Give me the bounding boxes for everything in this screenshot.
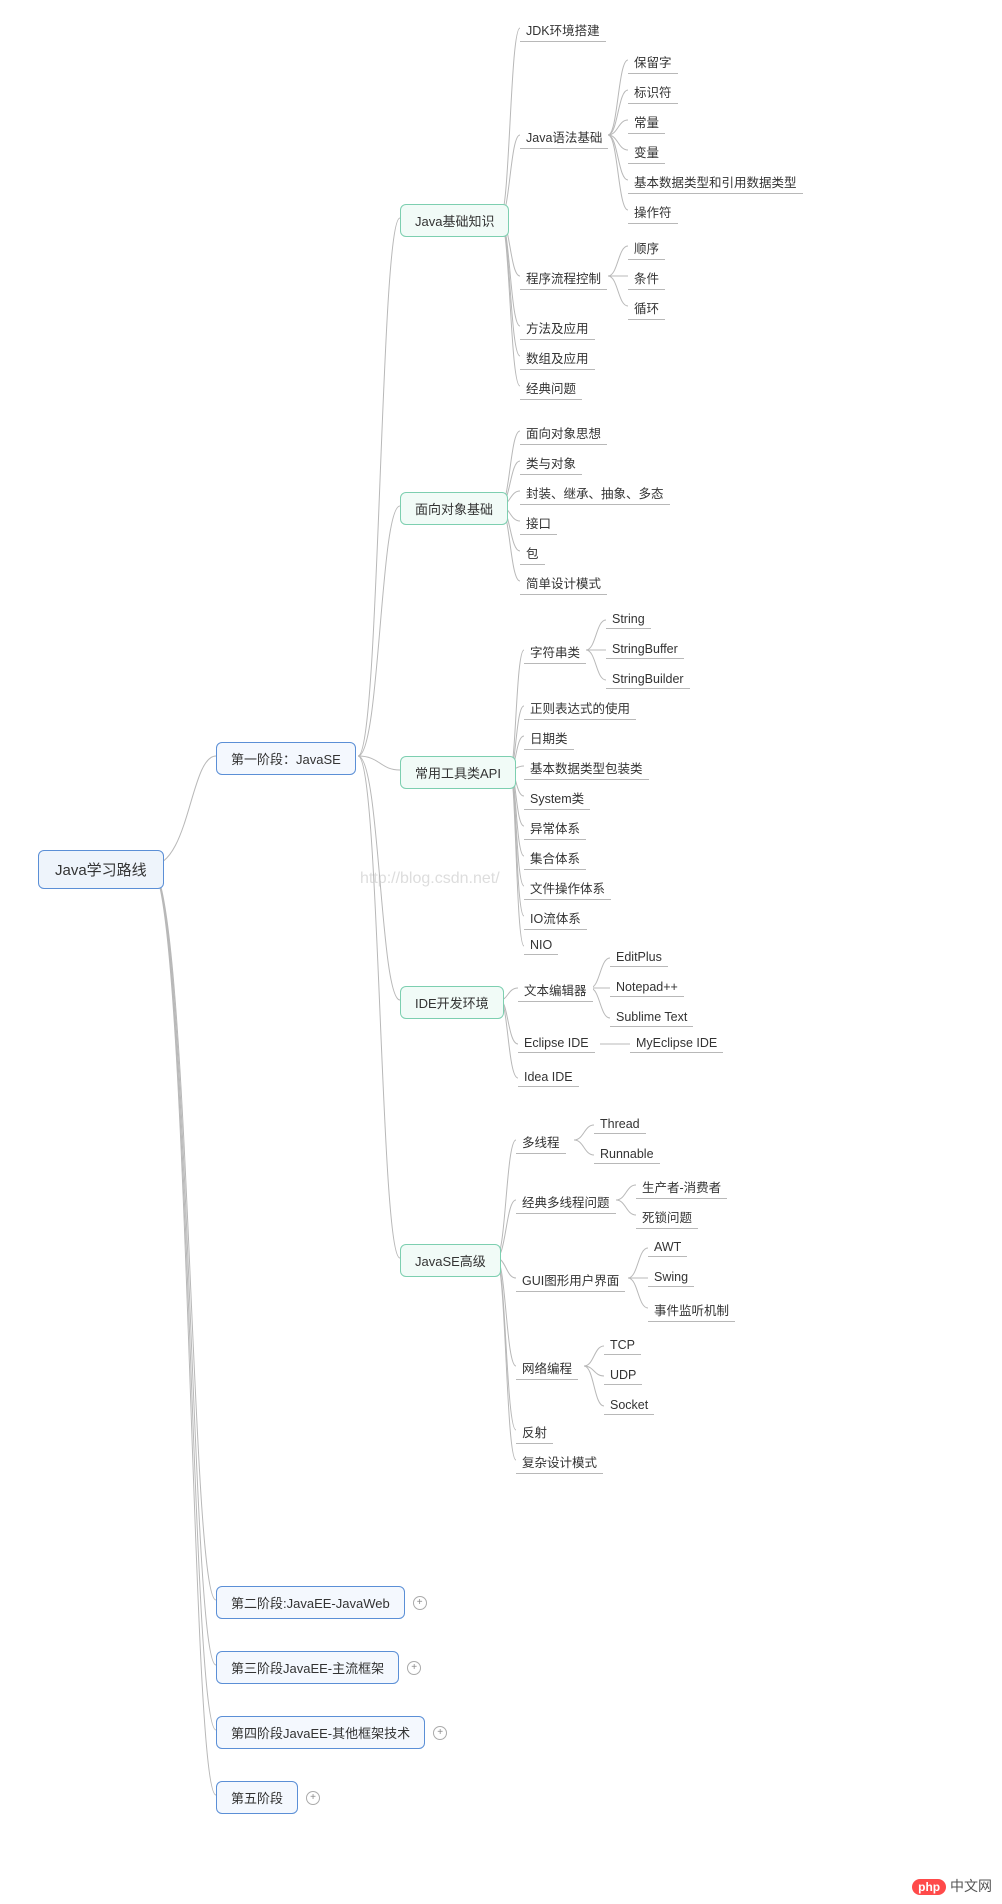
- leaf-s5-thread-c1[interactable]: Thread: [594, 1115, 646, 1134]
- leaf-s5-tprob-c2[interactable]: 死锁问题: [636, 1205, 698, 1229]
- leaf-flow[interactable]: 程序流程控制: [520, 266, 607, 290]
- leaf-s5-gui[interactable]: GUI图形用户界面: [516, 1268, 625, 1292]
- leaf-s3-nio[interactable]: NIO: [524, 936, 558, 955]
- section-api[interactable]: 常用工具类API: [400, 756, 516, 789]
- leaf-classic[interactable]: 经典问题: [520, 376, 582, 400]
- leaf-s5-tprob[interactable]: 经典多线程问题: [516, 1190, 616, 1214]
- leaf-s2-c1[interactable]: 面向对象思想: [520, 421, 607, 445]
- connector-lines: [0, 0, 1002, 1870]
- leaf-jdk[interactable]: JDK环境搭建: [520, 18, 606, 42]
- leaf-s5-net-c2[interactable]: UDP: [604, 1366, 642, 1385]
- leaf-s2-c4[interactable]: 接口: [520, 511, 557, 535]
- leaf-s3-str-c3[interactable]: StringBuilder: [606, 670, 690, 689]
- leaf-s3-exc[interactable]: 异常体系: [524, 816, 586, 840]
- leaf-s5-net[interactable]: 网络编程: [516, 1356, 578, 1380]
- leaf-s2-c6[interactable]: 简单设计模式: [520, 571, 607, 595]
- phase5-node[interactable]: 第五阶段: [216, 1781, 298, 1814]
- leaf-s4-idea[interactable]: Idea IDE: [518, 1068, 579, 1087]
- leaf-s4-editor-c1[interactable]: EditPlus: [610, 948, 668, 967]
- leaf-method[interactable]: 方法及应用: [520, 316, 595, 340]
- leaf-syntax-c6[interactable]: 操作符: [628, 200, 678, 224]
- section-oop[interactable]: 面向对象基础: [400, 492, 508, 525]
- phase4-node[interactable]: 第四阶段JavaEE-其他框架技术: [216, 1716, 425, 1749]
- leaf-s2-c5[interactable]: 包: [520, 541, 545, 565]
- leaf-s3-file[interactable]: 文件操作体系: [524, 876, 611, 900]
- leaf-s3-str[interactable]: 字符串类: [524, 640, 586, 664]
- leaf-array[interactable]: 数组及应用: [520, 346, 595, 370]
- mindmap-canvas: Java学习路线 第一阶段：JavaSE Java基础知识 面向对象基础 常用工…: [0, 0, 1002, 1870]
- root-node[interactable]: Java学习路线: [38, 850, 164, 889]
- leaf-syntax-c1[interactable]: 保留字: [628, 50, 678, 74]
- leaf-s4-myeclipse[interactable]: MyEclipse IDE: [630, 1034, 723, 1053]
- leaf-flow-c2[interactable]: 条件: [628, 266, 665, 290]
- section-ide[interactable]: IDE开发环境: [400, 986, 504, 1019]
- leaf-s3-date[interactable]: 日期类: [524, 726, 574, 750]
- leaf-s5-gui-c3[interactable]: 事件监听机制: [648, 1298, 735, 1322]
- leaf-s5-net-c3[interactable]: Socket: [604, 1396, 654, 1415]
- leaf-s2-c3[interactable]: 封装、继承、抽象、多态: [520, 481, 670, 505]
- leaf-s4-editor[interactable]: 文本编辑器: [518, 978, 593, 1002]
- phase1-node[interactable]: 第一阶段：JavaSE: [216, 742, 356, 775]
- section-java-basics[interactable]: Java基础知识: [400, 204, 509, 237]
- leaf-s5-pattern[interactable]: 复杂设计模式: [516, 1450, 603, 1474]
- leaf-syntax-c4[interactable]: 变量: [628, 140, 665, 164]
- leaf-s5-net-c1[interactable]: TCP: [604, 1336, 641, 1355]
- leaf-s3-system[interactable]: System类: [524, 786, 590, 810]
- leaf-s5-gui-c1[interactable]: AWT: [648, 1238, 687, 1257]
- leaf-s4-eclipse[interactable]: Eclipse IDE: [518, 1034, 595, 1053]
- leaf-flow-c1[interactable]: 顺序: [628, 236, 665, 260]
- leaf-s3-str-c2[interactable]: StringBuffer: [606, 640, 684, 659]
- leaf-s2-c2[interactable]: 类与对象: [520, 451, 582, 475]
- leaf-s5-gui-c2[interactable]: Swing: [648, 1268, 694, 1287]
- leaf-s3-coll[interactable]: 集合体系: [524, 846, 586, 870]
- leaf-s3-io[interactable]: IO流体系: [524, 906, 587, 930]
- footer-logo: php 中文网: [912, 1876, 992, 1896]
- leaf-s3-wrap[interactable]: 基本数据类型包装类: [524, 756, 649, 780]
- leaf-s4-editor-c2[interactable]: Notepad++: [610, 978, 684, 997]
- phase2-node[interactable]: 第二阶段:JavaEE-JavaWeb: [216, 1586, 405, 1619]
- leaf-s5-tprob-c1[interactable]: 生产者-消费者: [636, 1175, 727, 1199]
- section-advanced[interactable]: JavaSE高级: [400, 1244, 501, 1277]
- leaf-syntax-c2[interactable]: 标识符: [628, 80, 678, 104]
- leaf-s5-thread-c2[interactable]: Runnable: [594, 1145, 660, 1164]
- footer-logo-text: 中文网: [950, 1878, 992, 1894]
- leaf-s5-reflect[interactable]: 反射: [516, 1420, 553, 1444]
- leaf-syntax[interactable]: Java语法基础: [520, 125, 608, 149]
- phase3-node[interactable]: 第三阶段JavaEE-主流框架: [216, 1651, 399, 1684]
- leaf-s3-str-c1[interactable]: String: [606, 610, 651, 629]
- leaf-syntax-c5[interactable]: 基本数据类型和引用数据类型: [628, 170, 803, 194]
- leaf-flow-c3[interactable]: 循环: [628, 296, 665, 320]
- leaf-s3-regex[interactable]: 正则表达式的使用: [524, 696, 636, 720]
- leaf-syntax-c3[interactable]: 常量: [628, 110, 665, 134]
- leaf-s5-thread[interactable]: 多线程: [516, 1130, 566, 1154]
- php-badge: php: [912, 1879, 946, 1895]
- leaf-s4-editor-c3[interactable]: Sublime Text: [610, 1008, 693, 1027]
